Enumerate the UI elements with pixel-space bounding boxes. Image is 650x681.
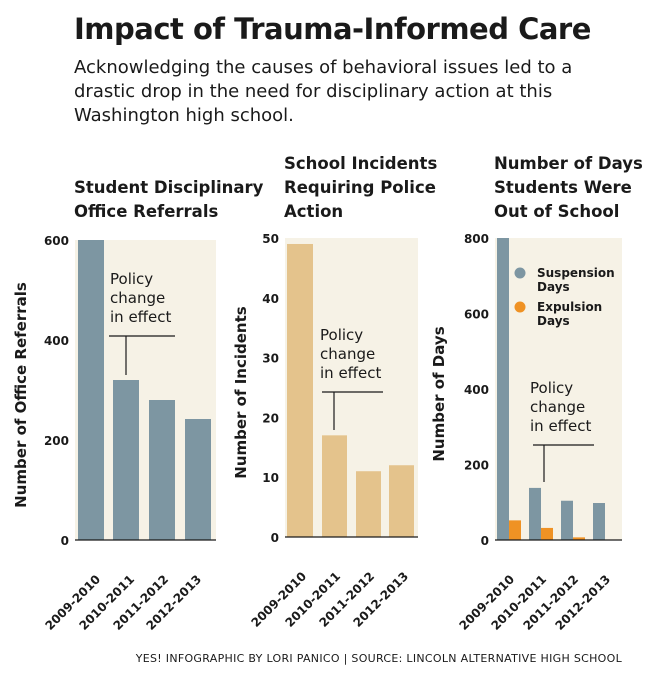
incidents-annotation-text: change: [320, 345, 375, 363]
referrals-bar: [113, 380, 139, 540]
days-annotation-text: change: [530, 398, 585, 416]
referrals-y-axis-label: Number of Office Referrals: [12, 282, 30, 508]
days-chart: 02004006008002009-20102010-20112011-2012…: [430, 232, 622, 633]
days-y-tick-label: 200: [464, 459, 489, 473]
days-y-tick-label: 800: [464, 232, 489, 246]
incidents-title-line: Requiring Police: [284, 178, 436, 197]
days-plot-area: [495, 238, 622, 540]
incidents-y-tick-label: 50: [262, 232, 279, 246]
days-legend-label: Days: [537, 314, 570, 328]
incidents-y-axis-label: Number of Incidents: [232, 306, 250, 478]
days-legend-label: Suspension: [537, 266, 615, 280]
page-title: Impact of Trauma-Informed Care: [74, 12, 591, 46]
incidents-title-line: School Incidents: [284, 154, 438, 173]
incidents-bar: [389, 465, 414, 537]
referrals-annotation-text: in effect: [110, 308, 171, 326]
incidents-chart-title: School Incidents Requiring Police Action: [284, 152, 437, 224]
days-bar: [497, 238, 509, 540]
days-legend-label: Days: [537, 280, 570, 294]
incidents-annotation-text: in effect: [320, 364, 381, 382]
incidents-annotation-text: Policy: [320, 326, 363, 344]
incidents-bar: [322, 435, 347, 537]
days-bar: [593, 503, 605, 540]
referrals-bar: [185, 419, 211, 540]
source-credit: YES! INFOGRAPHIC BY LORI PANICO | SOURCE…: [135, 652, 622, 665]
incidents-title-line: Action: [284, 202, 344, 221]
page-subtitle: Acknowledging the causes of behavioral i…: [74, 57, 573, 126]
referrals-bar: [149, 400, 175, 540]
days-legend-swatch: [514, 301, 526, 313]
days-bar: [573, 537, 585, 540]
referrals-title-line: Office Referrals: [74, 202, 219, 221]
days-title-line: Students Were: [494, 178, 632, 197]
days-legend-swatch: [514, 267, 526, 279]
days-annotation-text: in effect: [530, 417, 591, 435]
referrals-y-tick-label: 600: [44, 234, 69, 248]
referrals-chart: 02004006002009-20102010-20112011-2012201…: [12, 234, 216, 633]
referrals-title-line: Student Disciplinary: [74, 178, 264, 197]
days-y-axis-label: Number of Days: [430, 326, 448, 461]
days-bar: [541, 527, 553, 540]
incidents-y-tick-label: 30: [262, 352, 279, 366]
referrals-y-tick-label: 400: [44, 334, 69, 348]
days-bar: [509, 520, 521, 540]
incidents-bar: [356, 471, 381, 537]
referrals-y-tick-label: 200: [44, 434, 69, 448]
days-title-line: Out of School: [494, 202, 620, 221]
referrals-bar: [78, 240, 104, 540]
days-annotation-text: Policy: [530, 379, 573, 397]
incidents-y-tick-label: 20: [262, 411, 279, 425]
days-y-tick-label: 600: [464, 308, 489, 322]
days-title-line: Number of Days: [494, 154, 643, 173]
incidents-chart: 010203040502009-20102010-20112011-201220…: [232, 232, 418, 630]
days-legend-label: Expulsion: [537, 300, 602, 314]
days-y-tick-label: 0: [481, 534, 489, 548]
incidents-bar: [287, 243, 313, 538]
incidents-y-tick-label: 40: [262, 292, 279, 306]
incidents-y-tick-label: 0: [271, 531, 279, 545]
days-y-tick-label: 400: [464, 383, 489, 397]
referrals-chart-title: Student Disciplinary Office Referrals: [74, 176, 263, 224]
days-chart-title: Number of Days Students Were Out of Scho…: [494, 152, 643, 224]
days-bar: [529, 487, 541, 540]
days-bar: [561, 500, 573, 540]
referrals-annotation-text: Policy: [110, 270, 153, 288]
referrals-y-tick-label: 0: [61, 534, 69, 548]
incidents-y-tick-label: 10: [262, 471, 279, 485]
referrals-annotation-text: change: [110, 289, 165, 307]
